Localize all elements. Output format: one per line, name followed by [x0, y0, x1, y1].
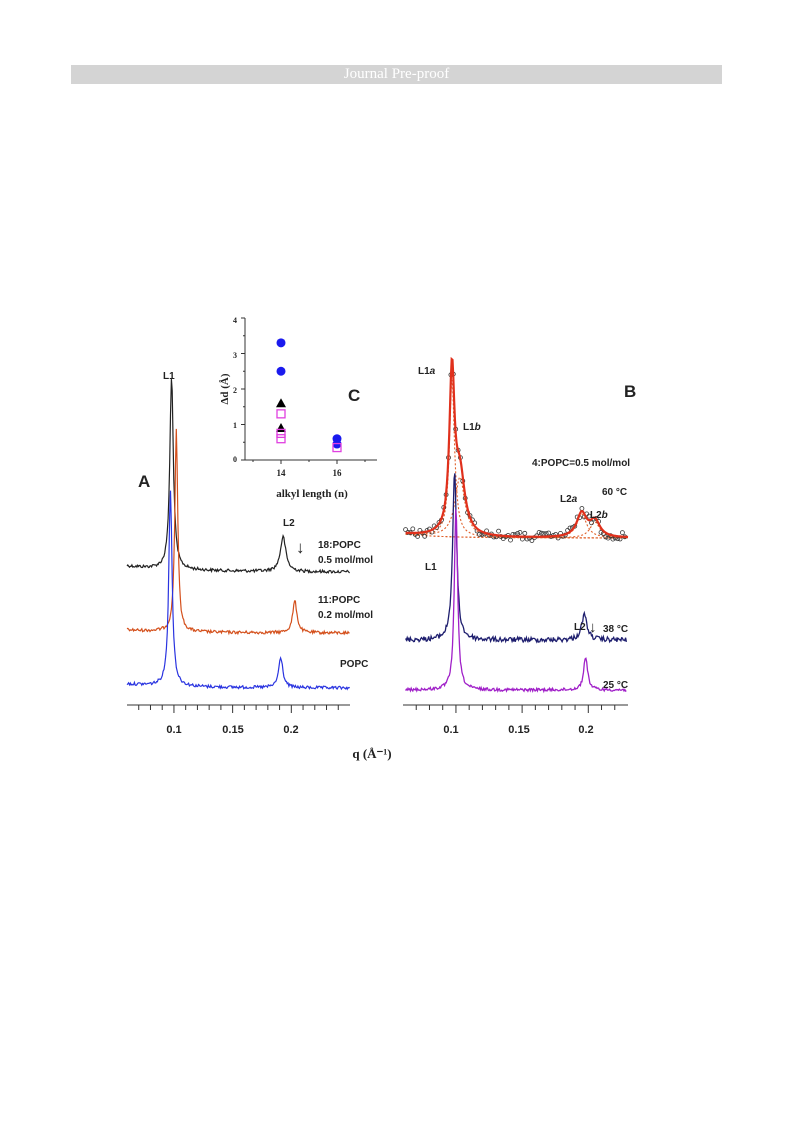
series-line	[126, 428, 350, 636]
panel-c-inset: 0 1 2 3 4 14 16 alkyl length (n) Δd (Å) …	[219, 316, 377, 500]
panel-c-letter: C	[348, 386, 360, 405]
series-line	[126, 379, 351, 574]
panel-c-ytick-label: 0	[233, 455, 237, 464]
peak-label-l1: L1	[163, 371, 175, 382]
panel-a-xtick-label: 0.2	[283, 724, 298, 736]
series-label: 0.2 mol/mol	[318, 610, 373, 621]
data-point	[567, 525, 573, 531]
panel-b-curves	[403, 356, 629, 694]
panel-a-curves	[126, 379, 351, 691]
peak-label-l2: L2	[574, 622, 586, 633]
series-line	[405, 509, 627, 694]
peak-label-l1a: L1a	[418, 366, 436, 377]
data-point	[522, 530, 528, 536]
data-point	[477, 532, 482, 537]
series-label: 11:POPC	[318, 595, 360, 606]
panel-b-xtick-label: 0.2	[578, 724, 593, 736]
scatter-point-square	[276, 434, 286, 444]
panel-c-y-label: Δd (Å)	[219, 373, 231, 404]
down-arrow-icon: ↓	[589, 619, 597, 636]
fit-component-line	[405, 521, 628, 539]
data-point	[589, 520, 594, 526]
data-point	[517, 530, 523, 535]
panel-c-points	[276, 338, 342, 453]
panel-c-xtick-label: 16	[333, 468, 343, 478]
series-line	[405, 473, 628, 644]
panel-c-ticks	[241, 317, 366, 464]
data-point	[496, 528, 502, 534]
data-point	[603, 534, 609, 540]
data-point	[610, 536, 616, 542]
temperature-label: 38 °C	[603, 624, 628, 635]
scatter-point-triangle	[276, 398, 286, 408]
fit-line	[405, 356, 629, 539]
panel-b-xtick-label: 0.1	[443, 724, 458, 736]
data-point	[508, 537, 513, 543]
data-point	[598, 530, 604, 535]
x-axis-label: q (Å⁻¹)	[352, 746, 391, 761]
panel-a-ticks	[138, 705, 339, 713]
panel-b-xtick-label: 0.15	[508, 724, 529, 736]
data-point	[515, 531, 520, 536]
series-label: 0.5 mol/mol	[318, 555, 373, 566]
series-label: 4:POPC=0.5 mol/mol	[532, 458, 630, 469]
scatter-point-circle	[276, 338, 286, 348]
scatter-point-circle	[276, 366, 286, 376]
panel-c-xtick-label: 14	[277, 468, 287, 478]
data-point	[415, 534, 421, 539]
data-point	[539, 530, 544, 536]
data-point	[536, 530, 542, 535]
down-arrow-icon: ↓	[296, 538, 305, 557]
journal-banner: Journal Pre-proof	[71, 65, 722, 84]
panel-c-ytick-label: 3	[233, 351, 237, 360]
scatter-point-square	[276, 409, 286, 419]
data-point	[529, 538, 535, 543]
data-point	[546, 530, 551, 536]
panel-b-letter: B	[624, 382, 636, 401]
peak-label-l1: L1	[425, 562, 437, 573]
peak-label-l2: L2	[283, 518, 295, 529]
data-point	[403, 527, 409, 532]
peak-label-l1b: L1b	[463, 422, 481, 433]
fit-component-line	[405, 476, 628, 539]
series-label: POPC	[340, 659, 368, 670]
temperature-label: 60 °C	[602, 487, 627, 498]
data-point	[586, 513, 592, 519]
panel-a-letter: A	[138, 472, 150, 491]
series-line	[126, 490, 351, 691]
scatter-point-square	[276, 428, 286, 439]
panel-a-xtick-label: 0.15	[222, 724, 243, 736]
panel-b-ticks	[415, 705, 616, 713]
peak-label-l2b: L2b	[590, 510, 608, 521]
temperature-label: 25 °C	[603, 680, 628, 691]
series-label: 18:POPC	[318, 540, 361, 551]
panel-c-ytick-label: 4	[233, 316, 237, 325]
data-point	[422, 533, 428, 539]
data-point	[410, 526, 416, 532]
panel-c-ytick-label: 1	[233, 421, 237, 430]
panel-a-xtick-label: 0.1	[166, 724, 181, 736]
panel-c-ytick-label: 2	[233, 386, 237, 395]
data-point	[620, 530, 625, 535]
peak-label-l2a: L2a	[560, 494, 578, 505]
panel-c-x-label: alkyl length (n)	[276, 488, 348, 500]
scatter-point-square	[332, 442, 342, 453]
data-point	[605, 535, 611, 541]
